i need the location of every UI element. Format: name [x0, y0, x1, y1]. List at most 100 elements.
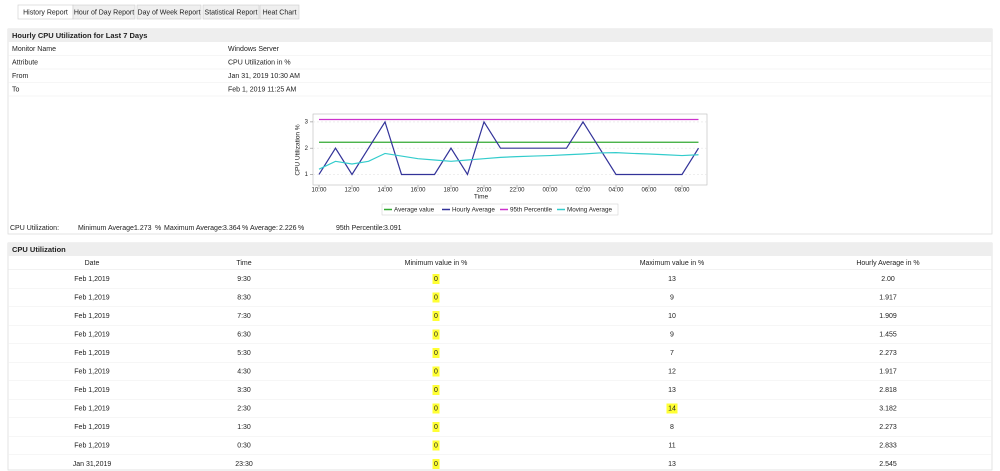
table-cell: 6:30: [237, 331, 251, 338]
legend-label: Hourly Average: [452, 207, 495, 214]
table-cell: Feb 1,2019: [74, 276, 110, 283]
x-tick-label: 22:00: [509, 188, 525, 194]
cell-highlight: [432, 459, 440, 469]
cell-highlight: [432, 329, 440, 340]
field-value: Windows Server: [228, 46, 280, 53]
x-tick-label: 14:00: [377, 188, 393, 194]
table-cell: 2.818: [879, 387, 897, 394]
table-cell: 7:30: [237, 313, 251, 320]
table-cell: 4:30: [237, 368, 251, 375]
table-panel: [7, 242, 993, 471]
x-tick-label: 18:00: [443, 188, 459, 194]
field-value: Feb 1, 2019 11:25 AM: [228, 86, 297, 93]
cell-highlight: [432, 385, 440, 395]
summary-item-value: 3.364: [223, 225, 241, 232]
cell-highlight: [432, 422, 440, 432]
table-cell: 8:30: [237, 294, 251, 301]
summary-item-label: Average:: [250, 225, 278, 232]
field-label: To: [12, 86, 20, 93]
tab[interactable]: [72, 4, 136, 20]
table-cell: 8: [670, 424, 674, 431]
table-cell: 2.273: [879, 424, 897, 431]
report-title: Hourly CPU Utilization for Last 7 Days: [12, 31, 147, 40]
series-line: [318, 120, 700, 176]
table-cell: Jan 31,2019: [73, 461, 112, 468]
cell-highlight: [432, 274, 440, 284]
table-cell: 14: [668, 405, 676, 412]
table-cell: 2.273: [879, 350, 897, 357]
field-label: Attribute: [12, 59, 38, 66]
tab-label[interactable]: Day of Week Report: [138, 9, 201, 16]
panel-header: [8, 29, 992, 42]
cell-highlight: [432, 348, 440, 358]
table-cell: 1.917: [879, 368, 897, 375]
table-cell: 0: [434, 313, 438, 320]
table-cell: 13: [668, 276, 676, 283]
column-header: Time: [236, 260, 251, 267]
y-tick-label: 2: [305, 146, 309, 152]
cell-highlight: [666, 403, 678, 414]
column-header: Maximum value in %: [640, 260, 705, 267]
field-label: From: [12, 73, 29, 80]
table-cell: 9: [670, 294, 674, 301]
table-cell: 2:30: [237, 405, 251, 412]
table-cell: 0: [434, 461, 438, 468]
tab-label[interactable]: Hour of Day Report: [74, 9, 134, 16]
table-cell: 13: [668, 461, 676, 468]
cell-highlight: [432, 366, 440, 377]
x-tick-label: 10:00: [311, 188, 327, 194]
x-axis-title: Time: [474, 194, 489, 201]
table-title: CPU Utilization: [12, 245, 66, 254]
legend-label: 95th Percentile: [510, 207, 553, 214]
table-cell: 0: [434, 442, 438, 449]
table-cell: Feb 1,2019: [74, 350, 110, 357]
tab[interactable]: [202, 4, 260, 20]
cell-highlight: [432, 403, 440, 414]
table-cell: 0: [434, 424, 438, 431]
table-cell: 0: [434, 294, 438, 301]
table-cell: 5:30: [237, 350, 251, 357]
summary-item-value: 2.226: [279, 225, 297, 232]
summary-item-value: 1.273: [134, 225, 152, 232]
legend-label: Moving Average: [567, 207, 613, 214]
table-cell: Feb 1,2019: [74, 313, 110, 320]
table-cell: 1:30: [237, 424, 251, 431]
x-tick-label: 16:00: [410, 188, 426, 194]
summary-label: CPU Utilization:: [10, 225, 59, 232]
tab-label[interactable]: Statistical Report: [205, 9, 258, 16]
table-cell: 0: [434, 331, 438, 338]
tab-label[interactable]: Heat Chart: [263, 9, 297, 16]
table-cell: Feb 1,2019: [74, 424, 110, 431]
table-cell: Feb 1,2019: [74, 331, 110, 338]
table-cell: 0: [434, 368, 438, 375]
table-cell: 0:30: [237, 442, 251, 449]
table-cell: 0: [434, 350, 438, 357]
table-cell: 9:30: [237, 276, 251, 283]
table-cell: 1.455: [879, 331, 897, 338]
x-tick-label: 12:00: [344, 188, 360, 194]
tab-label[interactable]: History Report: [23, 9, 68, 16]
table-cell: 0: [434, 387, 438, 394]
series-line: [318, 152, 699, 170]
x-tick-label: 06:00: [641, 188, 657, 194]
field-value: CPU Utilization in %: [228, 59, 291, 66]
x-tick-label: 20:00: [476, 188, 492, 194]
summary-item-unit: %: [242, 225, 248, 232]
x-tick-label: 02:00: [575, 188, 591, 194]
table-cell: 0: [434, 405, 438, 412]
x-tick-label: 00:00: [542, 188, 558, 194]
summary-item-label: Maximum Average:: [164, 225, 224, 232]
summary-item-unit: %: [298, 225, 304, 232]
cell-highlight: [432, 440, 440, 451]
y-tick-label: 1: [305, 172, 309, 178]
tab[interactable]: [136, 4, 202, 20]
table-cell: 1.909: [879, 313, 897, 320]
y-tick-label: 3: [305, 119, 309, 125]
field-label: Monitor Name: [12, 46, 56, 53]
panel-header: [8, 243, 992, 256]
tab[interactable]: [259, 4, 300, 20]
cell-highlight: [432, 311, 440, 321]
summary-item-value: 3.091: [384, 225, 402, 232]
